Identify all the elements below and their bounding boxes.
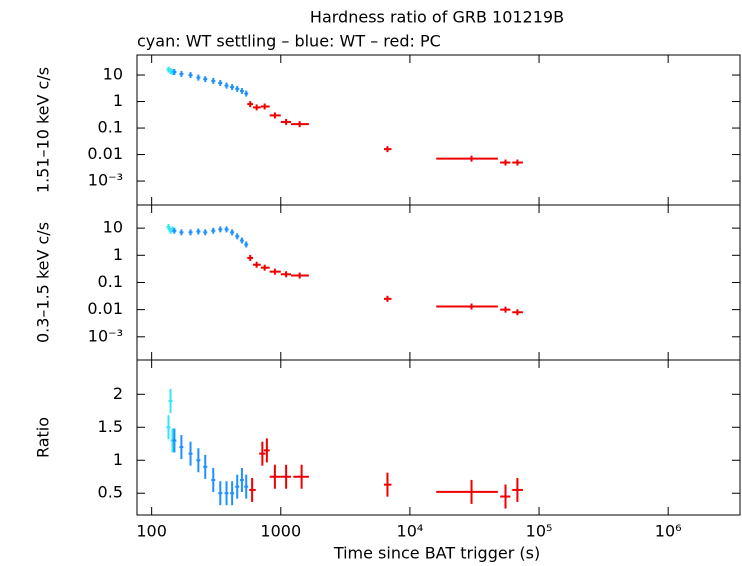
data-point [239,237,244,244]
data-point [512,309,523,316]
data-point [280,271,292,278]
data-point [512,159,523,166]
y-tick-label: 0.5 [98,483,123,502]
data-point [166,415,171,440]
data-point [224,82,229,89]
data-point [218,226,223,233]
x-tick-label: 10⁶ [655,522,682,541]
data-point [230,229,235,236]
data-point [436,155,498,162]
data-point [253,261,261,268]
y-tick-label: 10⁻³ [88,326,123,345]
x-tick-label: 10⁵ [526,522,553,541]
data-point [280,118,292,125]
data-point [196,448,201,473]
x-tick-label: 1000 [260,522,301,541]
data-point [500,159,511,166]
data-point [244,90,249,97]
data-point [235,233,240,240]
data-point [247,254,254,261]
data-point [249,477,256,502]
data-point [172,227,177,234]
y-axis-label: 0.3–1.5 keV c/s [34,222,53,343]
y-tick-label: 0.01 [87,299,123,318]
data-point [500,306,511,313]
y-tick-label: 1.5 [98,417,123,436]
data-point [172,69,177,76]
data-point [188,229,193,236]
data-point [203,229,208,236]
data-point [179,70,184,77]
data-point [247,101,254,108]
data-point [239,87,244,94]
data-point [196,228,201,235]
data-point [253,104,261,111]
data-point [211,227,216,234]
y-tick-label: 2 [113,384,123,403]
y-axis-label: 1.51–10 keV c/s [34,67,53,193]
data-point [218,80,223,87]
data-point [500,484,511,509]
chart-title: Hardness ratio of GRB 101219B [310,8,564,27]
data-point [384,295,392,302]
data-point [269,464,281,489]
plot-frame [136,54,741,206]
data-point [224,481,229,506]
y-tick-label: 10⁻³ [88,171,123,190]
data-point [384,472,392,497]
chart-subtitle: cyan: WT settling – blue: WT – red: PC [137,32,441,51]
data-point [179,435,184,460]
x-axis-label: Time since BAT trigger (s) [333,544,540,563]
data-point [196,74,201,81]
data-point [203,454,208,479]
data-point [239,468,244,493]
data-point [168,388,173,413]
plot-frame [136,359,741,516]
data-point [259,441,266,466]
data-point [211,468,216,493]
data-point [269,112,281,119]
data-point [166,224,171,231]
y-tick-label: 0.01 [87,144,123,163]
data-point [263,438,270,463]
data-point [436,479,498,504]
x-tick-label: 10⁴ [397,522,424,541]
data-point [235,85,240,92]
data-point [172,428,177,453]
data-point [218,481,223,506]
data-point [230,481,235,506]
data-point [188,72,193,79]
data-point [512,477,523,502]
data-point [291,121,309,128]
data-point [230,84,235,91]
data-point [436,303,498,310]
data-point [188,441,193,466]
data-point [244,474,249,499]
data-point [244,241,249,248]
data-point [211,77,216,84]
y-axis-label: Ratio [34,417,53,458]
y-tick-label: 1 [113,450,123,469]
data-point [280,464,292,489]
data-point [260,264,270,271]
data-point [179,229,184,236]
data-point [291,272,309,279]
data-point [384,146,392,153]
data-point [235,474,240,499]
x-tick-label: 100 [136,522,167,541]
data-point [224,226,229,233]
y-tick-label: 10 [103,218,123,237]
y-tick-label: 0.1 [98,272,123,291]
data-point [293,464,309,489]
y-tick-label: 10 [103,65,123,84]
data-point [260,103,270,110]
y-tick-label: 1 [113,245,123,264]
data-point [203,76,208,83]
data-point [269,268,281,275]
y-tick-label: 0.1 [98,118,123,137]
y-tick-label: 1 [113,91,123,110]
